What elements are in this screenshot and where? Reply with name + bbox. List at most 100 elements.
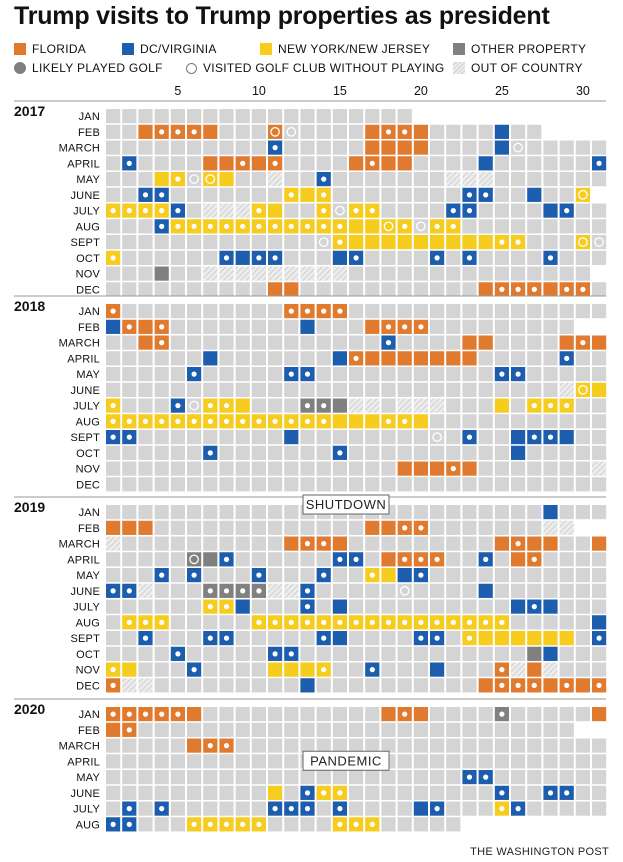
day-cell xyxy=(381,203,396,218)
day-cell xyxy=(235,568,250,583)
day-cell xyxy=(122,140,137,155)
played-golf-marker xyxy=(483,619,489,625)
month-label: JUNE xyxy=(70,586,100,598)
day-cell xyxy=(413,477,428,492)
played-golf-marker xyxy=(223,223,230,229)
day-cell xyxy=(154,520,169,535)
day-cell xyxy=(592,282,607,297)
day-cell xyxy=(430,536,445,551)
day-cell xyxy=(575,187,590,202)
played-golf-marker xyxy=(207,418,213,424)
day-cell xyxy=(543,520,558,535)
day-cell xyxy=(251,187,266,202)
day-cell xyxy=(575,662,590,677)
day-cell xyxy=(575,599,590,614)
day-cell xyxy=(365,351,380,366)
day-cell xyxy=(494,140,509,155)
day-cell xyxy=(430,568,445,583)
day-cell xyxy=(543,219,558,234)
day-cell xyxy=(511,203,526,218)
played-golf-marker xyxy=(159,619,165,625)
day-cell xyxy=(235,678,250,693)
played-golf-marker xyxy=(402,418,408,424)
month-label: JULY xyxy=(73,401,100,413)
day-cell xyxy=(138,801,153,816)
day-cell xyxy=(397,801,412,816)
day-cell xyxy=(397,445,412,460)
day-cell xyxy=(559,477,574,492)
day-cell xyxy=(268,109,283,124)
day-cell xyxy=(462,722,477,737)
day-cell xyxy=(575,414,590,429)
played-golf-marker xyxy=(402,711,408,717)
day-cell xyxy=(430,414,445,429)
day-cell xyxy=(268,187,283,202)
day-cell xyxy=(478,754,493,769)
day-cell xyxy=(122,662,137,677)
day-cell xyxy=(154,770,169,785)
played-golf-marker xyxy=(596,160,602,166)
day-cell xyxy=(187,319,202,334)
day-cell xyxy=(365,785,380,800)
played-golf-marker xyxy=(272,651,278,657)
day-cell xyxy=(187,785,202,800)
day-cell xyxy=(365,109,380,124)
played-golf-marker xyxy=(256,223,262,229)
day-cell xyxy=(430,282,445,297)
day-cell xyxy=(397,235,412,250)
day-cell xyxy=(478,335,493,350)
day-cell xyxy=(170,785,185,800)
day-cell xyxy=(446,266,461,281)
day-cell xyxy=(187,722,202,737)
day-cell xyxy=(527,382,542,397)
day-cell xyxy=(462,172,477,187)
month-label: JAN xyxy=(79,709,100,721)
day-cell xyxy=(592,414,607,429)
day-cell xyxy=(381,477,396,492)
day-cell xyxy=(122,599,137,614)
day-cell xyxy=(543,707,558,722)
month-label: NOV xyxy=(76,464,101,476)
day-cell xyxy=(187,754,202,769)
day-cell xyxy=(478,250,493,265)
day-cell xyxy=(138,367,153,382)
day-cell xyxy=(154,599,169,614)
day-cell xyxy=(543,552,558,567)
day-cell xyxy=(300,335,315,350)
day-cell xyxy=(413,351,428,366)
played-golf-marker xyxy=(466,635,473,641)
day-cell xyxy=(575,536,590,551)
day-cell xyxy=(430,583,445,598)
day-cell xyxy=(235,335,250,350)
day-cell xyxy=(365,304,380,319)
legend-swatch xyxy=(14,43,26,55)
month-label: MAY xyxy=(76,570,100,582)
day-cell xyxy=(284,140,299,155)
day-cell xyxy=(235,477,250,492)
day-cell xyxy=(219,266,234,281)
day-cell xyxy=(511,461,526,476)
played-golf-marker xyxy=(175,129,181,135)
day-cell xyxy=(219,430,234,445)
day-cell xyxy=(575,678,590,693)
played-golf-marker xyxy=(531,682,537,688)
day-cell xyxy=(494,382,509,397)
day-cell xyxy=(138,140,153,155)
day-cell xyxy=(462,304,477,319)
day-cell xyxy=(203,461,218,476)
played-golf-marker xyxy=(142,711,149,717)
day-cell xyxy=(284,770,299,785)
day-cell xyxy=(187,646,202,661)
day-cell xyxy=(300,250,315,265)
played-golf-marker xyxy=(142,192,149,198)
played-golf-marker xyxy=(385,324,392,330)
day-cell xyxy=(235,445,250,460)
played-golf-marker xyxy=(402,619,408,625)
day-cell xyxy=(592,754,607,769)
day-cell xyxy=(397,536,412,551)
day-cell xyxy=(268,722,283,737)
day-cell xyxy=(397,738,412,753)
played-golf-marker xyxy=(191,821,197,827)
day-cell xyxy=(122,785,137,800)
day-cell xyxy=(397,631,412,646)
